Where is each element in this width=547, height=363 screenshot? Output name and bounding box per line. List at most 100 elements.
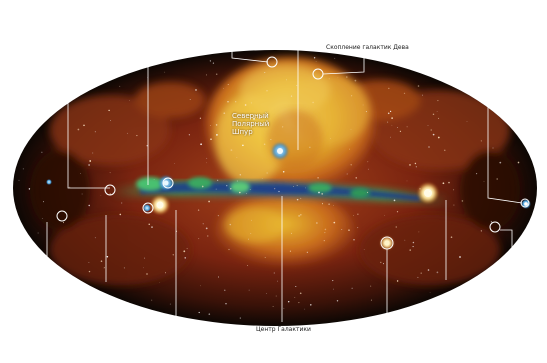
star-speck <box>432 113 435 116</box>
star-speck <box>100 195 102 196</box>
star-speck <box>300 197 302 199</box>
star-speck <box>169 303 171 305</box>
star-speck <box>436 110 438 112</box>
star-speck <box>250 233 252 234</box>
star-speck <box>239 174 241 176</box>
star-speck <box>324 232 326 234</box>
star-speck <box>110 120 111 121</box>
star-speck <box>412 246 414 248</box>
star-speck <box>332 288 334 290</box>
star-speck <box>153 179 155 180</box>
star-speck <box>201 185 204 188</box>
star-speck <box>476 173 478 175</box>
star-speck <box>224 289 226 291</box>
star-speck <box>309 146 311 148</box>
star-speck <box>420 272 422 274</box>
star-speck <box>444 149 446 151</box>
star-speck <box>419 188 421 190</box>
star-speck <box>146 145 148 147</box>
star-speck <box>406 126 408 128</box>
star-speck <box>22 168 24 170</box>
star-speck <box>318 191 320 194</box>
star-speck <box>313 57 316 59</box>
star-speck <box>83 124 85 127</box>
star-speck <box>205 227 208 230</box>
star-speck <box>436 271 439 274</box>
star-speck <box>430 129 432 131</box>
star-speck <box>209 60 212 62</box>
star-speck <box>429 292 431 294</box>
star-speck <box>223 88 224 90</box>
star-speck <box>18 179 20 181</box>
star-speck <box>88 204 90 207</box>
star-speck <box>119 85 121 87</box>
star-speck <box>417 276 419 278</box>
star-speck <box>41 218 43 220</box>
star-speck <box>244 104 247 106</box>
star-speck <box>295 286 297 287</box>
star-speck <box>198 238 200 240</box>
star-speck <box>189 99 191 101</box>
star-speck <box>437 136 440 139</box>
star-speck <box>422 94 423 96</box>
star-speck <box>123 267 125 269</box>
star-speck <box>293 186 294 188</box>
star-speck <box>186 248 188 250</box>
star-speck <box>438 117 440 119</box>
star-speck <box>41 151 43 153</box>
star-speck <box>349 148 350 150</box>
star-speck <box>253 117 255 120</box>
star-speck <box>341 229 343 230</box>
star-speck <box>348 229 350 231</box>
star-speck <box>144 257 146 259</box>
star-speck <box>310 304 312 306</box>
star-speck <box>206 74 208 76</box>
star-speck <box>403 92 406 95</box>
star-speck <box>333 204 334 206</box>
star-speck <box>239 317 241 319</box>
star-speck <box>346 173 348 175</box>
star-speck <box>490 221 492 223</box>
star-speck <box>346 76 348 78</box>
star-speck <box>282 126 284 128</box>
star-speck <box>370 299 372 301</box>
bright-sources <box>46 142 531 250</box>
star-speck <box>298 215 300 217</box>
star-speck <box>198 311 200 314</box>
star-speck <box>350 128 352 130</box>
star-speck <box>264 257 266 259</box>
star-speck <box>218 276 219 278</box>
star-speck <box>409 164 411 166</box>
star-speck <box>275 295 277 297</box>
star-speck <box>225 303 227 305</box>
marker-cygnus <box>104 184 116 196</box>
star-speck <box>247 264 248 266</box>
star-speck <box>206 162 207 164</box>
star-speck <box>357 213 359 215</box>
star-speck <box>459 256 461 258</box>
star-speck <box>248 289 250 291</box>
star-speck <box>223 112 226 115</box>
star-speck <box>415 166 417 168</box>
star-speck <box>391 117 393 119</box>
star-speck <box>362 104 364 106</box>
star-speck <box>238 191 241 194</box>
star-speck <box>414 162 417 165</box>
star-speck <box>321 203 324 205</box>
star-speck <box>273 272 275 274</box>
star-speck <box>164 71 166 73</box>
virgo-cluster-label: Скопление галактик Дева <box>326 44 409 51</box>
star-speck <box>387 112 390 115</box>
star-speck <box>480 230 482 232</box>
star-speck <box>299 213 302 216</box>
star-speck <box>207 235 209 237</box>
star-speck <box>351 287 353 289</box>
marker-vela <box>162 177 174 189</box>
star-speck <box>108 109 110 112</box>
star-speck <box>236 157 238 158</box>
star-speck <box>321 193 324 195</box>
star-speck <box>396 280 399 282</box>
star-speck <box>409 249 411 251</box>
